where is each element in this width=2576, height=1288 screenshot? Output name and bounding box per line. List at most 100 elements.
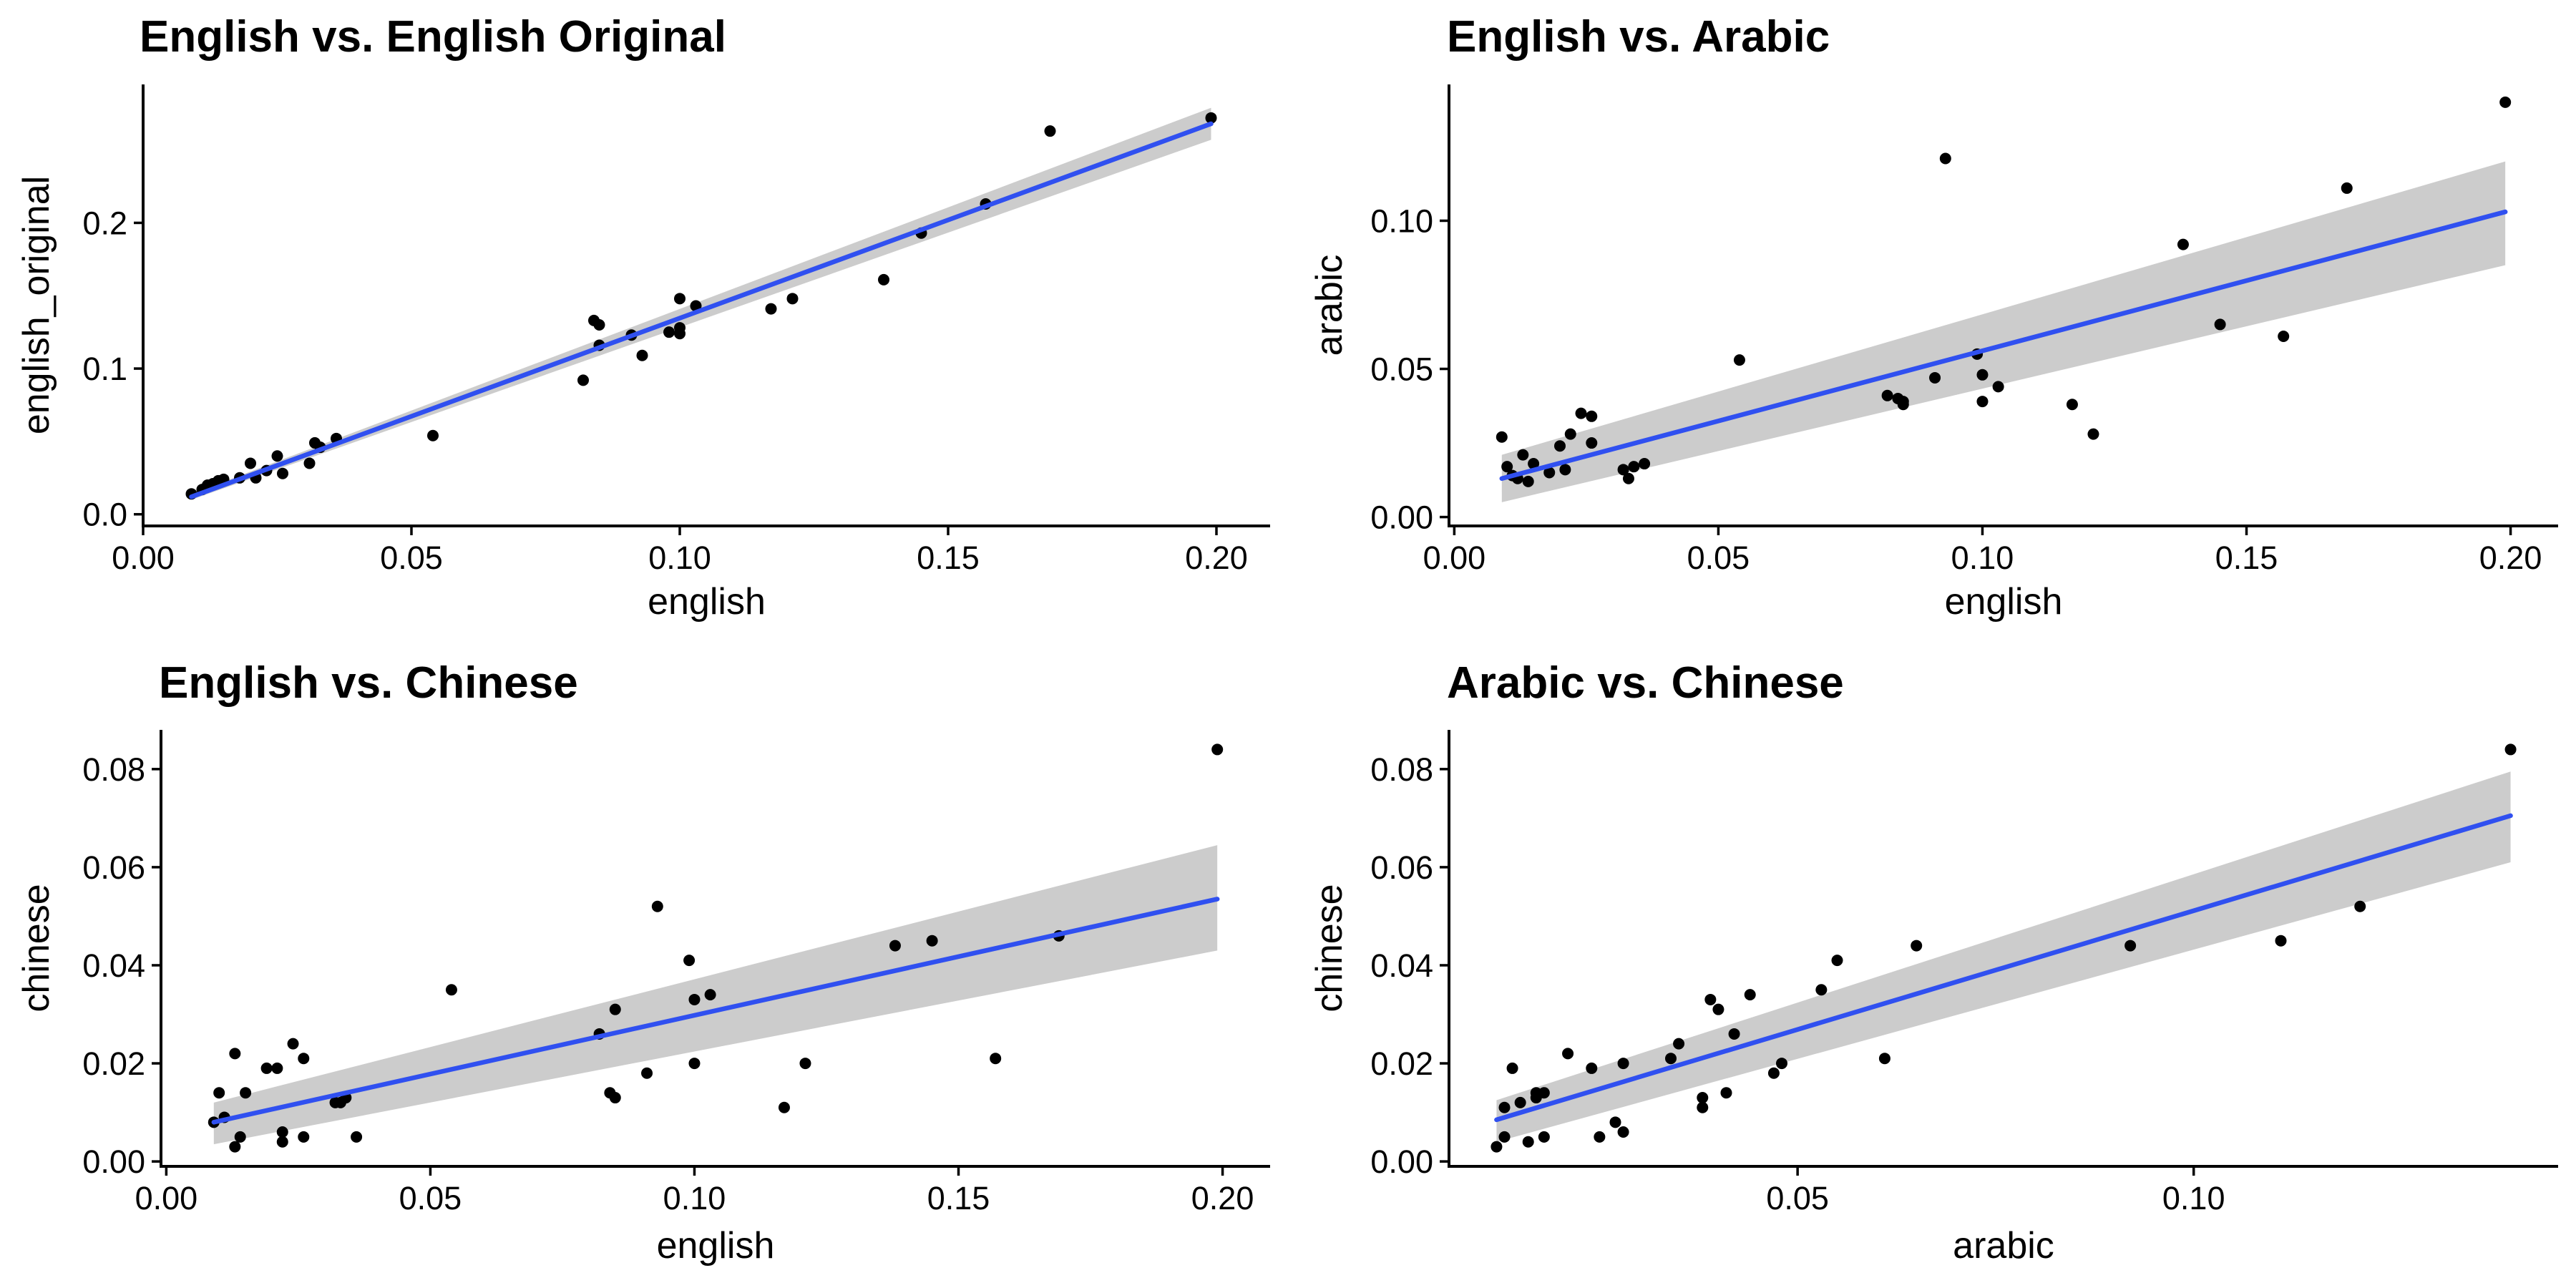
data-point (704, 989, 716, 1001)
data-point (1720, 1087, 1732, 1099)
data-point (2214, 318, 2226, 331)
data-point (1617, 1058, 1629, 1070)
data-point (1976, 396, 1989, 408)
y-tick-label: 0.08 (82, 751, 145, 788)
data-point (1205, 112, 1217, 124)
data-point (1939, 152, 1951, 165)
regression-line (211, 897, 1220, 1125)
y-tick-label: 0.0 (82, 497, 127, 533)
data-point (1586, 437, 1598, 449)
x-tick-label: 0.05 (1766, 1180, 1829, 1216)
data-point (351, 1131, 363, 1143)
data-point (1496, 431, 1508, 443)
data-point (2341, 182, 2353, 194)
data-point (1881, 389, 1893, 401)
panel-arabic-vs-chinese: Arabic vs. Chinese 0.05 0.10 0.00 0.02 0.04 0.… (1309, 658, 2558, 1267)
data-point (298, 1053, 310, 1065)
y-tick-label: 0.02 (1370, 1045, 1433, 1082)
data-point (1929, 371, 1941, 384)
y-tick-label: 0.00 (1370, 1143, 1433, 1180)
data-point (765, 303, 777, 315)
data-point (1559, 464, 1571, 476)
panel-title: English vs. Arabic (1447, 12, 1830, 62)
data-point (1733, 354, 1745, 366)
data-point (1697, 1092, 1709, 1104)
data-point (1673, 1038, 1685, 1050)
data-point (609, 1003, 621, 1015)
data-point (271, 450, 283, 462)
y-tick-label: 0.04 (1370, 947, 1433, 984)
y-tick-label: 0.10 (1370, 203, 1433, 239)
data-point (1528, 458, 1540, 470)
data-point (213, 1087, 225, 1099)
data-point (277, 467, 288, 479)
data-point (2504, 743, 2517, 756)
data-point (1704, 993, 1717, 1005)
data-point (799, 1058, 811, 1070)
data-point (1501, 461, 1513, 473)
data-point (1517, 449, 1529, 461)
data-point (229, 1048, 241, 1060)
data-point (2499, 96, 2512, 108)
data-point (663, 326, 675, 338)
x-axis-title: arabic (1953, 1225, 2054, 1267)
data-point (2354, 900, 2366, 912)
x-tick-label: 0.20 (2479, 540, 2542, 576)
data-point (287, 1038, 299, 1050)
data-point (1776, 1058, 1787, 1070)
data-point (786, 293, 799, 305)
data-point (1878, 1053, 1890, 1065)
y-axis-title: english_original (16, 176, 57, 434)
x-axis-title: english (657, 1225, 775, 1267)
data-point (1522, 475, 1534, 487)
regression-line (189, 121, 1214, 499)
y-tick-label: 0.00 (1370, 499, 1433, 536)
data-point (1522, 1136, 1534, 1148)
data-point (593, 318, 605, 331)
data-point (878, 273, 889, 286)
x-tick-label: 0.10 (1951, 540, 2014, 576)
data-point (276, 1126, 288, 1138)
x-tick-label: 0.00 (1423, 540, 1486, 576)
data-point (260, 1062, 273, 1074)
data-point (2124, 940, 2137, 952)
data-point (2087, 428, 2099, 440)
data-point (1506, 1062, 1518, 1074)
data-point (298, 1131, 310, 1143)
y-tick-label: 0.04 (82, 947, 145, 984)
data-point (271, 1062, 283, 1074)
data-point (1491, 1141, 1503, 1153)
panel-english-vs-chinese: English vs. Chinese 0.00 0.05 0.10 0.15 0.20 0… (16, 658, 1270, 1267)
y-tick-label: 0.06 (82, 849, 145, 886)
regression-line (1499, 209, 2508, 481)
data-point (778, 1101, 790, 1113)
data-point (674, 293, 686, 305)
data-point (2278, 330, 2290, 342)
data-point (1211, 743, 1224, 756)
data-point (889, 940, 901, 952)
data-point (641, 1067, 653, 1079)
data-point (1628, 461, 1640, 473)
data-point (303, 457, 316, 469)
data-point (245, 457, 256, 469)
x-tick-label: 0.20 (1185, 540, 1248, 576)
data-point (276, 1136, 288, 1148)
x-tick-label: 0.15 (2215, 540, 2278, 576)
y-axis-title: chinese (1309, 884, 1350, 1012)
data-point (427, 429, 439, 441)
data-point (1498, 1101, 1511, 1113)
data-point (445, 984, 457, 996)
y-tick-label: 0.06 (1370, 849, 1433, 886)
data-point (674, 328, 686, 340)
data-point (683, 955, 696, 967)
data-point (1897, 396, 1909, 408)
panel-english-vs-arabic: English vs. Arabic 0.00 0.05 0.10 0.15 0.20 0.… (1309, 12, 2558, 623)
data-point (2177, 238, 2189, 250)
panel-title: English vs. Chinese (159, 658, 578, 708)
data-point (1697, 1101, 1709, 1113)
data-point (1586, 1062, 1598, 1074)
data-point (1594, 1131, 1606, 1143)
data-point (636, 349, 648, 361)
